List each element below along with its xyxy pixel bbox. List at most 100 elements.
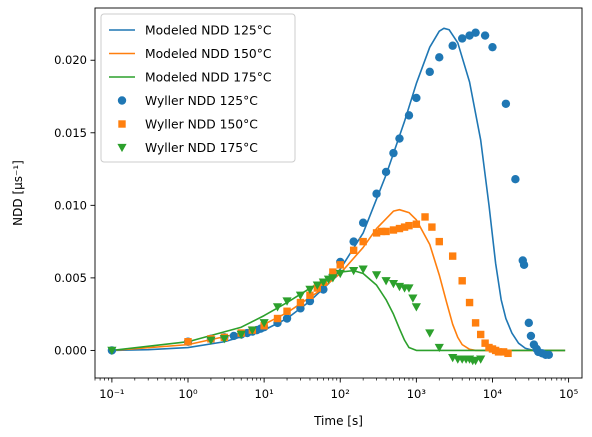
- data-point: [412, 93, 421, 103]
- data-point: [296, 298, 305, 307]
- data-point: [381, 277, 391, 286]
- data-point: [481, 339, 489, 347]
- data-point: [412, 220, 421, 228]
- x-tick-label: 10⁻¹: [99, 387, 124, 401]
- data-point: [349, 266, 359, 276]
- data-point: [305, 285, 315, 295]
- data-point: [358, 218, 368, 227]
- data-point: [421, 213, 429, 221]
- data-point: [358, 265, 368, 274]
- data-point: [476, 330, 485, 339]
- data-point: [434, 343, 444, 353]
- legend-marker-swatch: [118, 120, 126, 128]
- data-point: [388, 280, 399, 289]
- data-point: [359, 237, 367, 246]
- data-point: [282, 314, 292, 323]
- data-point: [435, 237, 443, 246]
- data-point: [476, 355, 486, 364]
- data-point: [184, 338, 192, 346]
- legend-entry: Modeled NDD 175°C: [109, 71, 271, 85]
- data-point: [377, 227, 386, 236]
- x-tick-label: 10²: [331, 387, 350, 401]
- x-tick-label: 10¹: [254, 387, 273, 401]
- x-axis-label: Time [s]: [313, 414, 363, 428]
- data-point: [470, 356, 481, 366]
- y-tick-label: 0.020: [54, 53, 87, 67]
- scatter-series-3: [107, 265, 486, 366]
- data-point: [389, 226, 398, 234]
- data-point: [395, 134, 404, 143]
- data-point: [400, 223, 409, 231]
- x-tick-label: 10⁴: [483, 387, 503, 401]
- data-point: [511, 175, 520, 184]
- data-point: [306, 291, 314, 299]
- data-point: [480, 31, 490, 40]
- y-axis-label: NDD [μs⁻¹]: [11, 160, 25, 226]
- data-point: [404, 111, 414, 120]
- data-point: [395, 224, 404, 233]
- data-point: [408, 294, 418, 303]
- legend-label: Wyller NDD 150°C: [145, 118, 258, 132]
- y-tick-label: 0.000: [54, 343, 87, 357]
- plot-area: [107, 27, 566, 366]
- data-point: [372, 229, 381, 237]
- plot-inner: [107, 27, 566, 366]
- data-point: [471, 319, 480, 327]
- data-point: [448, 41, 457, 50]
- data-point: [305, 296, 315, 306]
- data-point: [329, 268, 337, 276]
- legend-marker-swatch: [117, 96, 127, 105]
- data-point: [389, 148, 398, 158]
- data-point: [295, 291, 306, 300]
- data-point: [296, 304, 305, 313]
- data-point: [465, 298, 474, 307]
- legend-entry: Wyller NDD 150°C: [118, 118, 258, 132]
- data-point: [411, 303, 421, 312]
- data-point: [247, 326, 257, 335]
- data-point: [382, 227, 390, 236]
- data-point: [524, 318, 533, 328]
- data-point: [229, 331, 239, 341]
- data-point: [236, 330, 246, 340]
- axes-frame: [94, 7, 583, 379]
- data-point: [219, 335, 229, 344]
- x-tick-label: 10⁰: [178, 387, 198, 401]
- data-point: [494, 348, 503, 356]
- data-point: [504, 349, 512, 358]
- legend-box: [100, 13, 296, 163]
- data-point: [319, 285, 328, 294]
- y-tick-label: 0.005: [54, 271, 87, 285]
- data-point: [318, 278, 328, 287]
- x-tick-label: 10⁵: [559, 387, 579, 401]
- data-point: [349, 237, 358, 246]
- data-point: [381, 167, 391, 177]
- legend-entry: Modeled NDD 150°C: [109, 47, 271, 61]
- legend-label: Modeled NDD 150°C: [145, 47, 271, 61]
- legend-label: Modeled NDD 175°C: [145, 71, 271, 85]
- legend-entry: Wyller NDD 175°C: [117, 141, 258, 155]
- data-point: [336, 261, 344, 269]
- data-point: [107, 346, 117, 356]
- data-point: [499, 348, 508, 356]
- legend-entry: Wyller NDD 125°C: [117, 94, 258, 108]
- data-point: [458, 277, 466, 285]
- data-point: [428, 223, 436, 231]
- legend-label: Wyller NDD 175°C: [145, 141, 258, 155]
- data-point: [457, 34, 467, 43]
- data-point: [471, 28, 480, 37]
- data-point: [312, 281, 322, 290]
- legend-marker-swatch: [117, 143, 127, 153]
- data-point: [544, 350, 554, 359]
- legend-entry: Modeled NDD 125°C: [109, 24, 271, 38]
- data-point: [372, 189, 381, 198]
- data-point: [273, 314, 282, 323]
- model-line-1: [111, 27, 566, 352]
- axes: 10⁻¹ 10⁰ 10¹ 10² 10³ 10⁴ 10⁵ 0.000 0.005 0.010 0.0…: [54, 7, 583, 401]
- data-point: [328, 274, 338, 283]
- data-point: [404, 284, 414, 293]
- y-tick-label: 0.010: [54, 198, 87, 212]
- data-point: [272, 303, 283, 312]
- data-point: [335, 269, 345, 279]
- data-point: [488, 42, 497, 52]
